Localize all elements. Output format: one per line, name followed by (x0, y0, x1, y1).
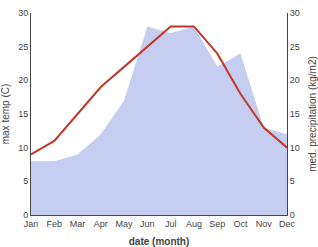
svg-text:Jul: Jul (165, 219, 177, 229)
svg-text:5: 5 (23, 176, 28, 186)
svg-text:15: 15 (18, 109, 28, 119)
svg-text:10: 10 (18, 143, 28, 153)
svg-text:Aug: Aug (186, 219, 202, 229)
svg-text:30: 30 (18, 8, 28, 18)
svg-text:Sep: Sep (209, 219, 225, 229)
svg-text:med. precipitation (kg/m2): med. precipitation (kg/m2) (307, 56, 318, 172)
svg-text:20: 20 (18, 75, 28, 85)
svg-text:Nov: Nov (256, 219, 273, 229)
svg-text:20: 20 (290, 75, 300, 85)
svg-text:max temp (C): max temp (C) (0, 84, 11, 145)
svg-text:Oct: Oct (233, 219, 248, 229)
svg-text:15: 15 (290, 109, 300, 119)
svg-text:0: 0 (23, 210, 28, 220)
svg-text:date (month): date (month) (129, 236, 190, 247)
svg-text:0: 0 (290, 210, 295, 220)
svg-text:10: 10 (290, 143, 300, 153)
svg-text:Mar: Mar (70, 219, 86, 229)
svg-text:25: 25 (18, 42, 28, 52)
svg-text:Dec: Dec (279, 219, 296, 229)
svg-text:5: 5 (290, 176, 295, 186)
svg-text:Feb: Feb (47, 219, 63, 229)
svg-text:Apr: Apr (94, 219, 108, 229)
svg-text:30: 30 (290, 8, 300, 18)
svg-text:May: May (116, 219, 134, 229)
svg-text:Jan: Jan (24, 219, 39, 229)
svg-text:Jun: Jun (140, 219, 155, 229)
svg-text:25: 25 (290, 42, 300, 52)
